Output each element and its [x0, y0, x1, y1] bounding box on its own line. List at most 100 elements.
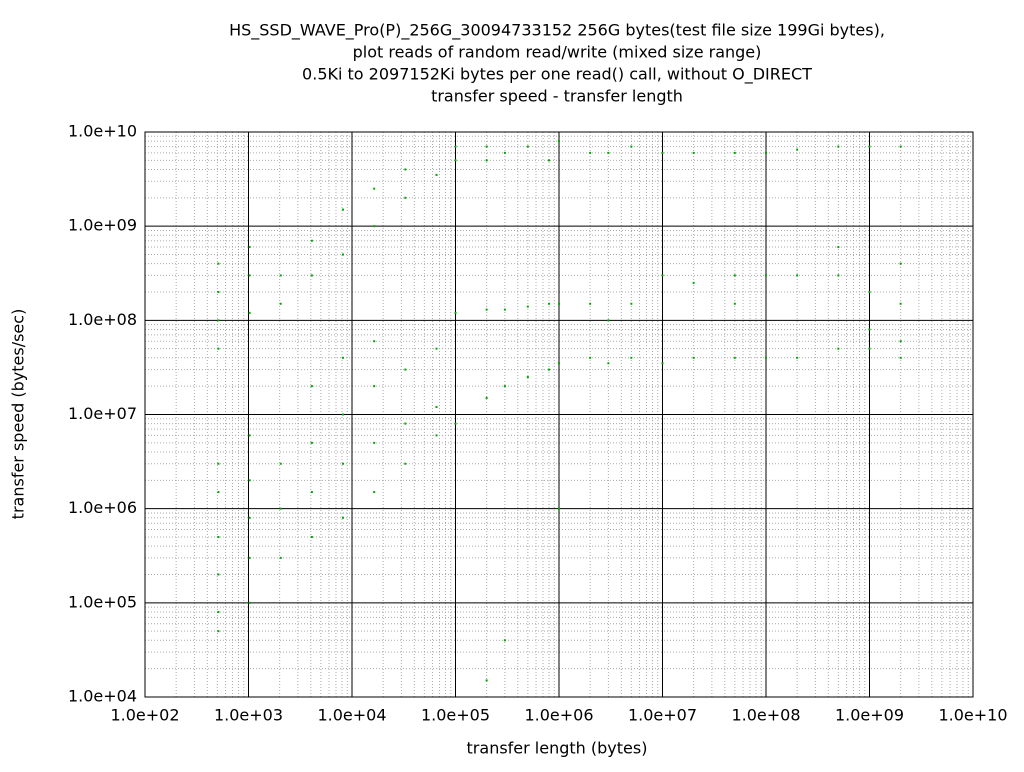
point	[630, 302, 633, 305]
point	[373, 187, 376, 190]
point	[217, 630, 220, 633]
point	[279, 462, 282, 465]
y-tick-label: 1.0e+05	[68, 592, 137, 611]
point	[607, 362, 610, 365]
point	[454, 159, 457, 162]
point	[503, 308, 506, 311]
point	[279, 507, 282, 510]
point	[217, 290, 220, 293]
point	[899, 356, 902, 359]
point	[607, 319, 610, 322]
title-line: transfer speed - transfer length	[431, 87, 683, 106]
point	[404, 196, 407, 199]
point	[661, 362, 664, 365]
point	[733, 151, 736, 154]
x-tick-label: 1.0e+09	[835, 706, 904, 725]
point	[692, 356, 695, 359]
point	[373, 225, 376, 228]
point	[547, 302, 550, 305]
point	[868, 347, 871, 350]
point	[589, 356, 592, 359]
point	[454, 422, 457, 425]
point	[454, 311, 457, 314]
point	[342, 413, 345, 416]
point	[310, 385, 313, 388]
point	[485, 145, 488, 148]
point	[899, 302, 902, 305]
point	[733, 356, 736, 359]
point	[248, 479, 251, 482]
point	[217, 491, 220, 494]
point	[342, 208, 345, 211]
point	[310, 441, 313, 444]
point	[765, 356, 767, 359]
point	[279, 302, 282, 305]
y-tick-label: 1.0e+08	[68, 310, 137, 329]
point	[692, 151, 695, 154]
point	[837, 274, 840, 277]
y-tick-label: 1.0e+07	[68, 404, 137, 423]
point	[435, 347, 438, 350]
point	[248, 556, 251, 559]
point	[248, 434, 251, 437]
x-tick-label: 1.0e+02	[110, 706, 179, 725]
point	[661, 151, 664, 154]
point	[373, 441, 376, 444]
point	[217, 262, 220, 265]
point	[765, 151, 767, 154]
point	[868, 145, 871, 148]
y-tick-label: 1.0e+09	[68, 216, 137, 235]
point	[503, 151, 506, 154]
point	[837, 145, 840, 148]
point	[837, 347, 840, 350]
point	[899, 340, 902, 343]
point	[217, 319, 220, 322]
plot-frame	[144, 131, 974, 698]
point	[342, 462, 345, 465]
point	[796, 274, 799, 277]
point	[310, 536, 313, 539]
point	[899, 145, 902, 148]
point	[526, 376, 529, 379]
point	[485, 396, 488, 399]
point	[248, 601, 251, 604]
point	[526, 305, 529, 308]
x-tick-label: 1.0e+10	[938, 706, 1007, 725]
point	[404, 368, 407, 371]
point	[485, 679, 488, 682]
point	[279, 274, 282, 277]
point	[547, 159, 550, 162]
point	[248, 274, 251, 277]
title-line: 0.5Ki to 2097152Ki bytes per one read() …	[302, 65, 812, 85]
point	[630, 145, 633, 148]
y-tick-label: 1.0e+06	[68, 498, 137, 517]
point	[248, 246, 251, 249]
x-tick-label: 1.0e+03	[214, 706, 283, 725]
point	[310, 274, 313, 277]
point	[342, 356, 345, 359]
point	[279, 556, 282, 559]
point	[310, 491, 313, 494]
point	[558, 302, 560, 305]
point	[217, 347, 220, 350]
point	[404, 462, 407, 465]
point	[503, 639, 506, 642]
x-tick-label: 1.0e+05	[421, 706, 490, 725]
point	[558, 140, 560, 143]
point	[435, 173, 438, 176]
point	[589, 151, 592, 154]
x-axis-label: transfer length (bytes)	[467, 739, 648, 758]
y-tick-label: 1.0e+10	[68, 122, 137, 141]
point	[342, 253, 345, 256]
point	[796, 356, 799, 359]
x-tick-label: 1.0e+04	[317, 706, 386, 725]
y-tick-label: 1.0e+04	[68, 687, 137, 706]
x-tick-label: 1.0e+07	[628, 706, 697, 725]
point	[248, 516, 251, 519]
point	[217, 462, 220, 465]
point	[435, 434, 438, 437]
point	[733, 274, 736, 277]
point	[868, 328, 871, 331]
point	[558, 507, 560, 510]
